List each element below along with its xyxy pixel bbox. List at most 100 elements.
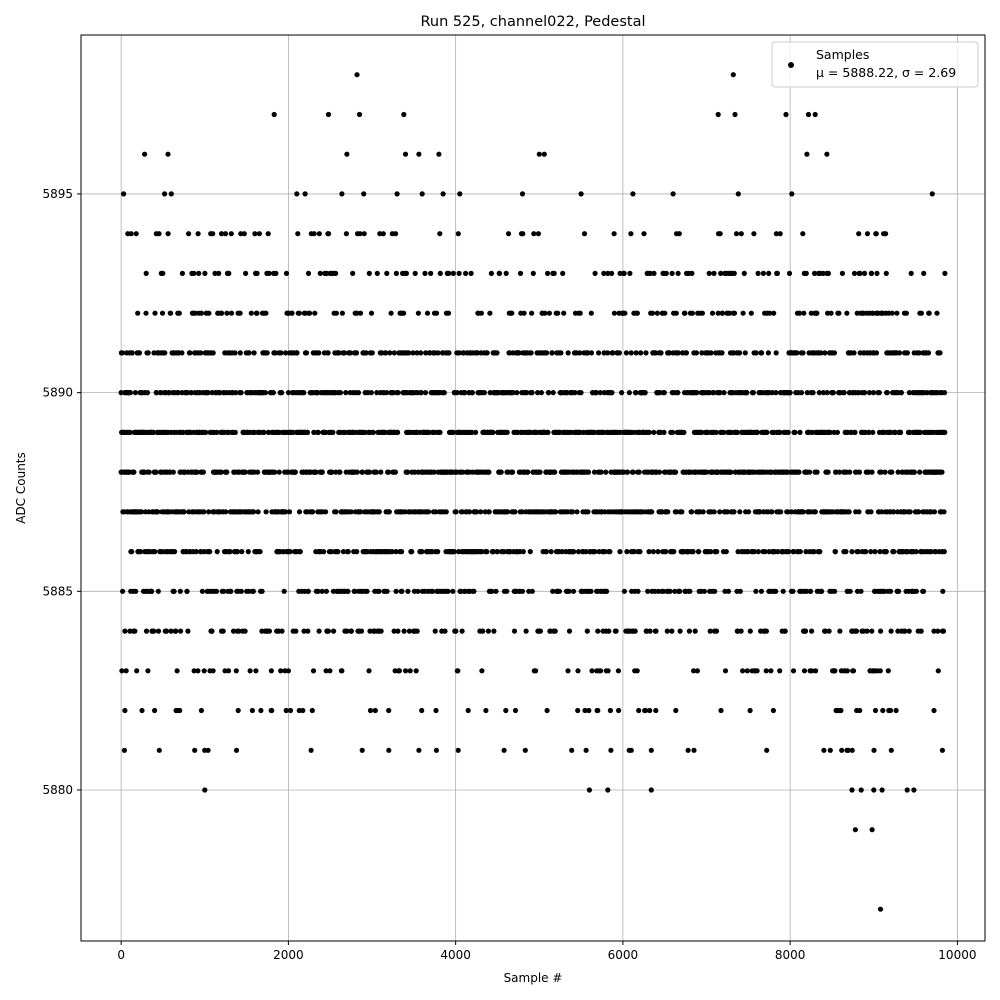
sample-point — [673, 707, 679, 714]
sample-point — [581, 231, 588, 237]
sample-point — [206, 509, 212, 515]
sample-point — [514, 390, 520, 396]
sample-point — [675, 350, 681, 356]
sample-point — [162, 350, 168, 356]
sample-point — [486, 469, 492, 475]
sample-point — [686, 628, 693, 634]
sample-point — [467, 509, 473, 515]
sample-point — [718, 707, 724, 714]
sample-point — [559, 549, 565, 555]
sample-point — [519, 191, 526, 197]
sample-point — [285, 390, 292, 396]
sample-point — [849, 747, 855, 753]
sample-point — [422, 390, 429, 396]
sample-point — [441, 390, 447, 396]
sample-point — [302, 191, 308, 197]
sample-point — [143, 310, 149, 316]
sample-point — [520, 549, 526, 555]
sample-point — [366, 668, 372, 674]
sample-point — [145, 668, 151, 674]
sample-point — [852, 827, 859, 833]
sample-point — [445, 588, 451, 594]
sample-point — [737, 350, 743, 356]
sample-point — [386, 747, 392, 753]
legend-entry-samples: Samples — [816, 47, 869, 62]
sample-point — [888, 628, 894, 634]
sample-point — [498, 469, 504, 475]
sample-point — [333, 310, 339, 316]
sample-point — [604, 588, 610, 594]
sample-point — [432, 628, 438, 634]
sample-point — [822, 350, 828, 356]
sample-point — [857, 707, 863, 714]
sample-point — [549, 350, 555, 356]
sample-point — [607, 549, 613, 555]
plot-frame — [80, 34, 986, 942]
sample-point — [634, 668, 640, 674]
sample-point — [293, 628, 299, 634]
sample-point — [529, 588, 535, 594]
sample-point — [391, 628, 397, 634]
sample-point — [535, 390, 541, 396]
sample-point — [528, 350, 534, 356]
sample-point — [200, 469, 206, 475]
sample-point — [252, 231, 258, 237]
sample-point — [406, 628, 412, 634]
sample-point — [783, 111, 789, 118]
sample-point — [605, 668, 611, 674]
sample-point — [505, 231, 512, 237]
sample-point — [516, 350, 522, 356]
sample-point — [368, 390, 374, 396]
sample-point — [222, 231, 229, 237]
sample-point — [348, 628, 354, 634]
sample-point — [593, 390, 599, 396]
sample-point — [321, 549, 327, 555]
sample-point — [744, 668, 750, 674]
sample-point — [754, 429, 761, 435]
sample-point — [521, 310, 527, 316]
sample-point — [715, 111, 721, 118]
sample-point — [826, 628, 832, 634]
sample-point — [242, 469, 248, 475]
sample-point — [368, 310, 375, 316]
sample-point — [403, 668, 409, 674]
sample-point — [276, 469, 282, 475]
sample-point — [437, 231, 443, 237]
sample-point — [389, 549, 395, 555]
sample-point — [206, 310, 212, 316]
sample-point — [650, 549, 656, 555]
sample-point — [780, 588, 786, 594]
sample-point — [195, 231, 201, 237]
sample-point — [738, 628, 744, 634]
sample-point — [617, 549, 623, 555]
sample-point — [929, 191, 935, 197]
sample-point — [232, 350, 238, 356]
sample-point — [797, 429, 803, 435]
sample-point — [155, 509, 161, 515]
sample-point — [313, 469, 319, 475]
sample-point — [800, 231, 806, 237]
sample-point — [174, 668, 180, 674]
sample-point — [870, 390, 877, 396]
sample-point — [186, 231, 192, 237]
sample-point — [787, 390, 793, 396]
sample-point — [262, 390, 268, 396]
sample-point — [591, 469, 598, 475]
sample-point — [409, 549, 415, 555]
sample-point — [682, 310, 688, 316]
sample-point — [647, 270, 653, 276]
sample-point — [805, 111, 812, 118]
sample-point — [632, 628, 638, 634]
sample-point — [333, 509, 339, 515]
sample-point — [254, 310, 260, 316]
sample-point — [138, 509, 145, 515]
sample-point — [699, 429, 705, 435]
legend-entry-stats: μ = 5888.22, σ = 2.69 — [816, 65, 956, 80]
sample-point — [168, 310, 174, 316]
sample-point — [588, 310, 594, 316]
sample-point — [456, 270, 462, 276]
sample-point — [858, 787, 864, 793]
sample-point — [837, 628, 843, 634]
sample-point — [462, 390, 468, 396]
sample-point — [393, 231, 399, 237]
